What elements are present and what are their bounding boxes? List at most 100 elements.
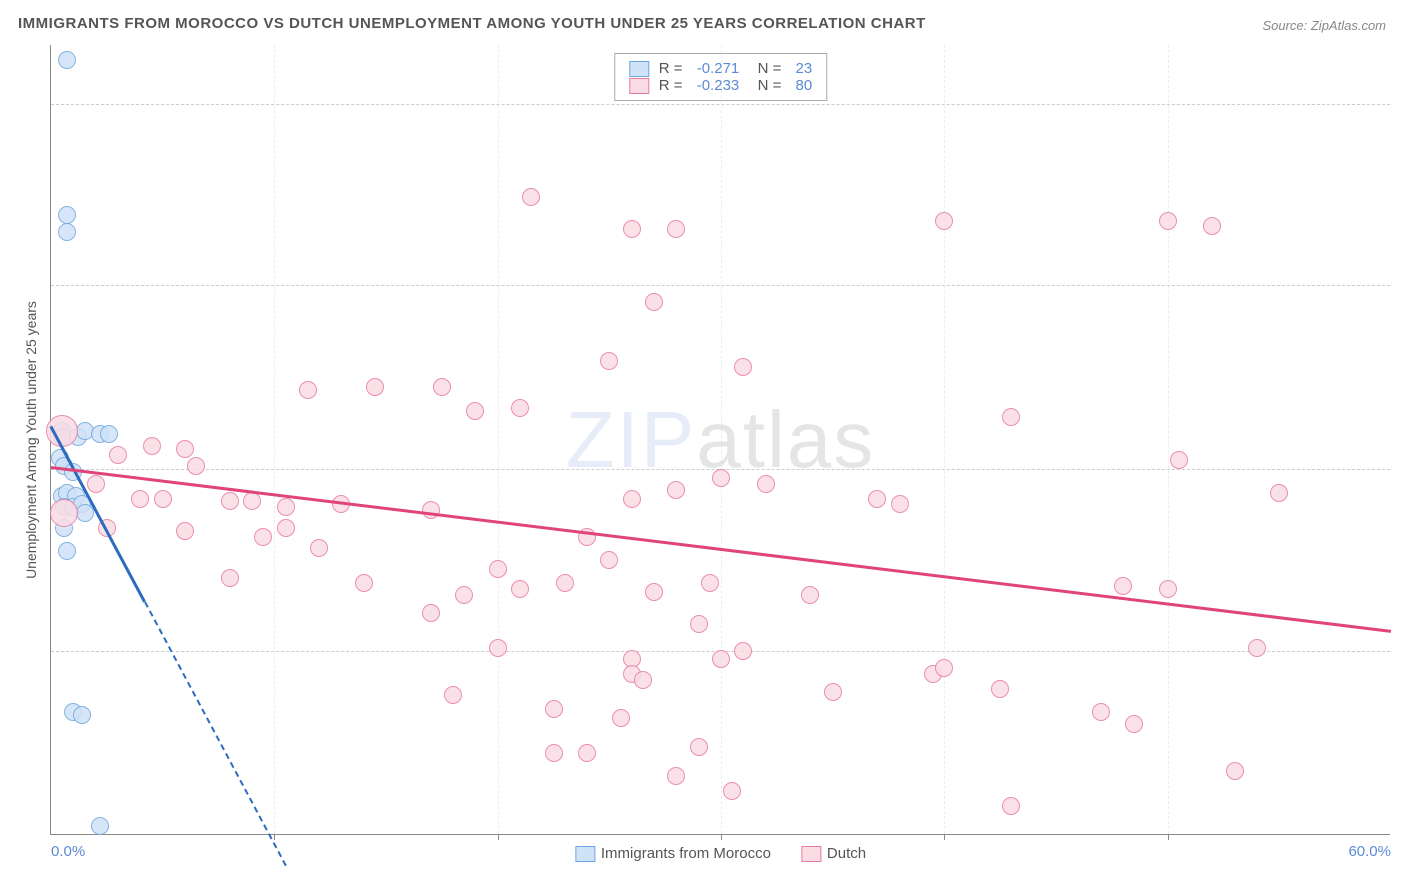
legend-r-label: R =	[659, 77, 687, 94]
data-point	[667, 481, 685, 499]
data-point	[50, 499, 78, 527]
data-point	[154, 490, 172, 508]
chart-title: IMMIGRANTS FROM MOROCCO VS DUTCH UNEMPLO…	[18, 15, 926, 32]
plot-area: Unemployment Among Youth under 25 years …	[50, 45, 1390, 835]
data-point	[991, 680, 1009, 698]
data-point	[58, 223, 76, 241]
data-point	[824, 683, 842, 701]
data-point	[243, 492, 261, 510]
data-point	[645, 293, 663, 311]
legend-item: Dutch	[801, 845, 866, 862]
data-point	[100, 425, 118, 443]
data-point	[712, 469, 730, 487]
data-point	[143, 437, 161, 455]
data-point	[422, 501, 440, 519]
data-point	[131, 490, 149, 508]
data-point	[545, 700, 563, 718]
data-point	[891, 495, 909, 513]
data-point	[600, 551, 618, 569]
data-point	[868, 490, 886, 508]
legend-item: Immigrants from Morocco	[575, 845, 771, 862]
data-point	[176, 522, 194, 540]
data-point	[935, 212, 953, 230]
data-point	[1270, 484, 1288, 502]
legend-label: Dutch	[827, 845, 866, 862]
legend-series: Immigrants from Morocco Dutch	[575, 845, 866, 862]
data-point	[58, 206, 76, 224]
gridline-v	[944, 45, 945, 834]
data-point	[1203, 217, 1221, 235]
data-point	[109, 446, 127, 464]
data-point	[46, 415, 78, 447]
data-point	[1125, 715, 1143, 733]
data-point	[645, 583, 663, 601]
data-point	[511, 399, 529, 417]
legend-r-value: -0.271	[697, 60, 740, 77]
legend-swatch	[629, 61, 649, 77]
data-point	[734, 358, 752, 376]
data-point	[1159, 212, 1177, 230]
data-point	[1002, 797, 1020, 815]
data-point	[176, 440, 194, 458]
data-point	[1170, 451, 1188, 469]
data-point	[489, 639, 507, 657]
x-tick	[1168, 834, 1169, 840]
data-point	[667, 220, 685, 238]
x-tick	[721, 834, 722, 840]
data-point	[1002, 408, 1020, 426]
data-point	[1248, 639, 1266, 657]
gridline-v	[721, 45, 722, 834]
data-point	[299, 381, 317, 399]
data-point	[1226, 762, 1244, 780]
data-point	[489, 560, 507, 578]
legend-n-label: N =	[749, 77, 785, 94]
data-point	[935, 659, 953, 677]
data-point	[433, 378, 451, 396]
data-point	[444, 686, 462, 704]
legend-r-value: -0.233	[697, 77, 740, 94]
data-point	[612, 709, 630, 727]
x-tick	[944, 834, 945, 840]
legend-swatch	[575, 846, 595, 862]
data-point	[73, 706, 91, 724]
gridline-v	[498, 45, 499, 834]
legend-swatch	[801, 846, 821, 862]
data-point	[623, 490, 641, 508]
data-point	[87, 475, 105, 493]
data-point	[667, 767, 685, 785]
data-point	[455, 586, 473, 604]
legend-r-label: R =	[659, 60, 687, 77]
x-tick-label: 60.0%	[1348, 843, 1391, 860]
data-point	[623, 220, 641, 238]
x-tick	[274, 834, 275, 840]
data-point	[1114, 577, 1132, 595]
data-point	[366, 378, 384, 396]
data-point	[1092, 703, 1110, 721]
data-point	[600, 352, 618, 370]
data-point	[511, 580, 529, 598]
data-point	[801, 586, 819, 604]
y-axis-label: Unemployment Among Youth under 25 years	[23, 301, 39, 579]
legend-n-value: 23	[796, 60, 813, 77]
data-point	[221, 569, 239, 587]
data-point	[221, 492, 239, 510]
data-point	[466, 402, 484, 420]
legend-swatch	[629, 78, 649, 94]
data-point	[723, 782, 741, 800]
data-point	[734, 642, 752, 660]
legend-n-value: 80	[796, 77, 813, 94]
data-point	[58, 51, 76, 69]
legend-n-label: N =	[749, 60, 785, 77]
trend-line	[144, 601, 286, 865]
data-point	[757, 475, 775, 493]
data-point	[712, 650, 730, 668]
gridline-v	[1168, 45, 1169, 834]
gridline-v	[274, 45, 275, 834]
data-point	[91, 817, 109, 835]
data-point	[422, 604, 440, 622]
data-point	[578, 744, 596, 762]
data-point	[58, 542, 76, 560]
x-tick	[498, 834, 499, 840]
x-tick-label: 0.0%	[51, 843, 85, 860]
data-point	[355, 574, 373, 592]
